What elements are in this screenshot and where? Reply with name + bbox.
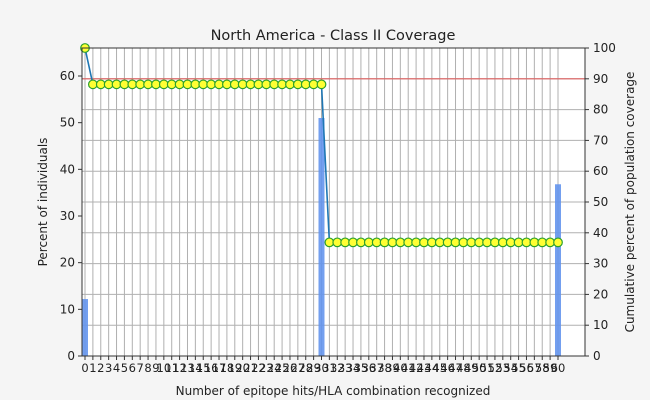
y2-tick-label: 10 (593, 318, 608, 332)
y-tick-label: 50 (60, 116, 75, 130)
x-tick-label: 38 (377, 361, 392, 375)
x-tick-label: 36 (361, 361, 376, 375)
bar (555, 184, 561, 356)
x-tick-label: 46 (440, 361, 455, 375)
x-tick-label: 19 (227, 361, 242, 375)
x-tick-label: 5 (121, 361, 128, 375)
y-tick-label: 20 (60, 256, 75, 270)
x-tick-label: 40 (393, 361, 408, 375)
x-tick-label: 13 (180, 361, 195, 375)
x-tick-label: 15 (196, 361, 211, 375)
bar (82, 299, 88, 356)
y2-axis-label: Cumulative percent of population coverag… (623, 72, 637, 333)
x-tick-label: 39 (385, 361, 400, 375)
x-tick-label: 50 (472, 361, 487, 375)
x-tick-label: 56 (519, 361, 534, 375)
y2-tick-label: 80 (593, 103, 608, 117)
x-tick-label: 8 (144, 361, 151, 375)
x-tick-label: 22 (251, 361, 266, 375)
y2-tick-label: 70 (593, 133, 608, 147)
x-tick-label: 7 (137, 361, 144, 375)
x-tick-label: 35 (354, 361, 369, 375)
x-tick-label: 17 (212, 361, 227, 375)
y-tick-label: 30 (60, 209, 75, 223)
x-tick-label: 20 (235, 361, 250, 375)
y-tick-label: 60 (60, 69, 75, 83)
x-tick-label: 23 (259, 361, 274, 375)
x-tick-label: 0 (81, 361, 88, 375)
x-tick-label: 55 (511, 361, 526, 375)
x-tick-label: 44 (425, 361, 440, 375)
x-tick-label: 4 (113, 361, 120, 375)
x-tick-label: 33 (338, 361, 353, 375)
x-tick-label: 29 (306, 361, 321, 375)
y2-tick-label: 0 (593, 349, 601, 363)
x-tick-label: 52 (488, 361, 503, 375)
x-tick-label: 26 (283, 361, 298, 375)
y2-tick-label: 100 (593, 41, 616, 55)
x-tick-label: 1 (89, 361, 96, 375)
x-tick-label: 31 (322, 361, 337, 375)
x-tick-label: 41 (401, 361, 416, 375)
y-axis-label: Percent of individuals (36, 138, 50, 267)
y2-tick-label: 90 (593, 72, 608, 86)
bars (82, 118, 561, 356)
y2-tick-label: 40 (593, 226, 608, 240)
x-tick-label: 47 (448, 361, 463, 375)
bar (318, 118, 325, 356)
x-tick-label: 16 (204, 361, 219, 375)
x-tick-label: 37 (369, 361, 384, 375)
x-axis-label: Number of epitope hits/HLA combination r… (176, 384, 491, 398)
x-tick-label: 18 (220, 361, 235, 375)
x-tick-label: 53 (495, 361, 510, 375)
x-tick-label: 11 (164, 361, 179, 375)
x-tick-label: 32 (330, 361, 345, 375)
y2-tick-label: 50 (593, 195, 608, 209)
x-tick-label: 24 (267, 361, 282, 375)
x-tick-label: 42 (409, 361, 424, 375)
x-tick-label: 45 (432, 361, 447, 375)
y-tick-label: 10 (60, 302, 75, 316)
x-tick-label: 6 (129, 361, 136, 375)
x-tick-label: 25 (275, 361, 290, 375)
x-tick-label: 48 (456, 361, 471, 375)
x-tick-label: 28 (298, 361, 313, 375)
x-tick-label: 14 (188, 361, 203, 375)
x-tick-label: 57 (527, 361, 542, 375)
x-tick-label: 30 (314, 361, 329, 375)
cumulative-series (80, 43, 563, 248)
x-tick-label: 10 (157, 361, 172, 375)
x-tick-label: 43 (417, 361, 432, 375)
cumulative-point (553, 237, 563, 248)
y-tick-label: 40 (60, 162, 75, 176)
y-tick-label: 0 (67, 349, 75, 363)
x-tick-label: 3 (105, 361, 112, 375)
y2-tick-label: 30 (593, 257, 608, 271)
x-tick-label: 59 (543, 361, 558, 375)
x-tick-label: 51 (480, 361, 495, 375)
cumulative-point (316, 79, 327, 90)
x-tick-label: 60 (551, 361, 566, 375)
x-tick-label: 27 (291, 361, 306, 375)
x-tick-label: 2 (97, 361, 104, 375)
x-tick-label: 34 (346, 361, 361, 375)
x-tick-label: 21 (243, 361, 258, 375)
x-tick-label: 58 (535, 361, 550, 375)
chart-title: North America - Class II Coverage (211, 28, 456, 44)
y2-tick-label: 60 (593, 164, 608, 178)
x-tick-label: 12 (172, 361, 187, 375)
x-tick-label: 49 (464, 361, 479, 375)
x-tick-label: 54 (503, 361, 518, 375)
y2-tick-label: 20 (593, 287, 608, 301)
x-tick-label: 9 (152, 361, 159, 375)
